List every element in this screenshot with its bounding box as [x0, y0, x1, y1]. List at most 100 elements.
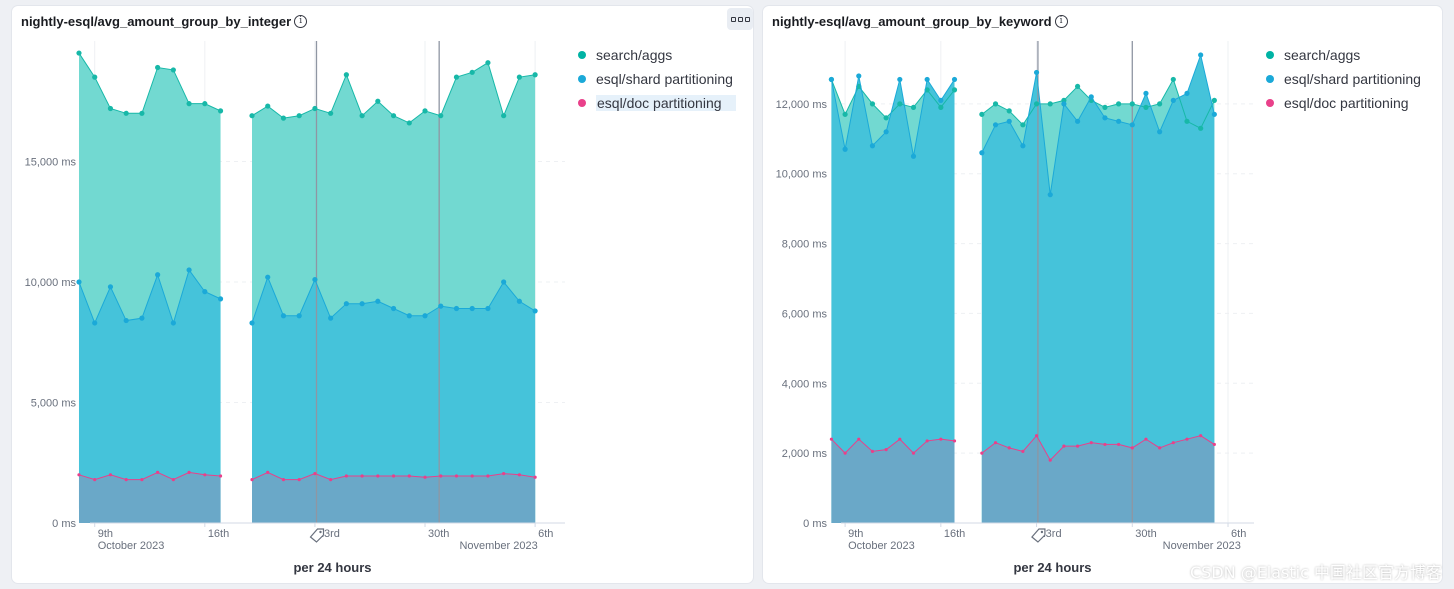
data-point[interactable] — [186, 267, 192, 273]
data-point[interactable] — [1184, 118, 1190, 124]
data-point[interactable] — [296, 313, 302, 319]
data-point[interactable] — [1199, 434, 1203, 438]
data-point[interactable] — [1171, 441, 1175, 445]
data-point[interactable] — [1006, 118, 1012, 124]
data-point[interactable] — [898, 437, 902, 441]
data-point[interactable] — [469, 69, 475, 75]
data-point[interactable] — [992, 122, 999, 128]
data-point[interactable] — [280, 313, 287, 319]
data-point[interactable] — [842, 146, 848, 152]
data-point[interactable] — [1198, 52, 1204, 58]
data-point[interactable] — [375, 298, 381, 304]
data-point[interactable] — [438, 113, 444, 119]
data-point[interactable] — [1184, 90, 1190, 96]
data-point[interactable] — [1061, 101, 1067, 107]
data-point[interactable] — [187, 470, 191, 474]
data-point[interactable] — [952, 439, 957, 443]
data-point[interactable] — [924, 76, 930, 83]
data-point[interactable] — [1129, 101, 1135, 107]
data-point[interactable] — [980, 451, 984, 455]
data-point[interactable] — [517, 473, 521, 477]
data-point[interactable] — [328, 110, 334, 116]
data-point[interactable] — [1116, 118, 1122, 124]
data-point[interactable] — [1047, 101, 1053, 107]
data-point[interactable] — [359, 113, 365, 119]
data-point[interactable] — [883, 129, 889, 135]
info-icon[interactable]: i — [1054, 15, 1068, 28]
legend-item-search-aggs[interactable]: search/aggs — [578, 45, 736, 65]
data-point[interactable] — [170, 67, 176, 73]
data-point[interactable] — [92, 74, 98, 80]
data-point[interactable] — [857, 437, 861, 441]
legend-item-esql-shard[interactable]: esql/shard partitioning — [578, 69, 736, 89]
data-point[interactable] — [438, 303, 444, 309]
data-point[interactable] — [76, 279, 82, 285]
data-point[interactable] — [265, 274, 271, 280]
data-point[interactable] — [910, 153, 917, 159]
data-point[interactable] — [453, 305, 460, 312]
data-point[interactable] — [910, 104, 917, 110]
data-point[interactable] — [828, 76, 835, 83]
data-point[interactable] — [376, 474, 380, 478]
data-point[interactable] — [897, 101, 903, 107]
data-point[interactable] — [1020, 122, 1026, 128]
data-point[interactable] — [532, 72, 538, 78]
data-point[interactable] — [1157, 129, 1163, 135]
data-point[interactable] — [92, 320, 98, 326]
data-point[interactable] — [1034, 434, 1039, 438]
data-point[interactable] — [170, 320, 176, 326]
data-point[interactable] — [390, 113, 397, 119]
data-point[interactable] — [423, 475, 427, 479]
data-point[interactable] — [343, 301, 349, 307]
data-point[interactable] — [979, 150, 985, 156]
data-point[interactable] — [1102, 115, 1108, 121]
data-point[interactable] — [202, 289, 208, 295]
data-point[interactable] — [1143, 104, 1149, 110]
data-point[interactable] — [992, 101, 999, 107]
data-point[interactable] — [139, 110, 145, 116]
data-point[interactable] — [312, 276, 318, 283]
data-point[interactable] — [313, 471, 317, 476]
data-point[interactable] — [297, 478, 301, 482]
data-point[interactable] — [250, 478, 254, 482]
data-point[interactable] — [76, 50, 82, 56]
data-point[interactable] — [171, 478, 175, 482]
data-point[interactable] — [422, 108, 428, 114]
data-point[interactable] — [1062, 444, 1066, 448]
data-point[interactable] — [391, 474, 396, 478]
data-point[interactable] — [266, 470, 270, 474]
data-point[interactable] — [124, 478, 128, 482]
data-point[interactable] — [1198, 125, 1204, 131]
data-point[interactable] — [870, 449, 875, 453]
data-point[interactable] — [938, 97, 944, 103]
data-point[interactable] — [390, 305, 397, 312]
data-point[interactable] — [107, 105, 114, 112]
data-point[interactable] — [406, 120, 412, 126]
data-point[interactable] — [502, 471, 506, 476]
data-point[interactable] — [296, 113, 302, 119]
data-point[interactable] — [218, 474, 223, 478]
data-point[interactable] — [123, 110, 129, 116]
data-point[interactable] — [1158, 446, 1162, 450]
data-point[interactable] — [1074, 118, 1081, 124]
data-point[interactable] — [217, 108, 224, 114]
info-icon[interactable]: i — [294, 15, 308, 28]
data-point[interactable] — [360, 474, 364, 478]
data-point[interactable] — [344, 474, 348, 478]
data-point[interactable] — [329, 478, 333, 482]
data-point[interactable] — [1033, 69, 1040, 76]
data-point[interactable] — [406, 313, 412, 319]
data-point[interactable] — [1157, 101, 1163, 107]
data-point[interactable] — [1020, 143, 1026, 149]
data-point[interactable] — [1129, 122, 1135, 128]
data-point[interactable] — [123, 317, 129, 324]
data-point[interactable] — [938, 104, 944, 110]
annotation-tag-icon[interactable] — [309, 528, 325, 543]
data-point[interactable] — [281, 478, 286, 482]
data-point[interactable] — [1103, 442, 1107, 447]
data-point[interactable] — [140, 478, 144, 482]
legend-item-search-aggs[interactable]: search/aggs — [1266, 45, 1421, 65]
data-point[interactable] — [249, 113, 255, 119]
data-point[interactable] — [485, 60, 491, 66]
data-point[interactable] — [469, 305, 475, 312]
